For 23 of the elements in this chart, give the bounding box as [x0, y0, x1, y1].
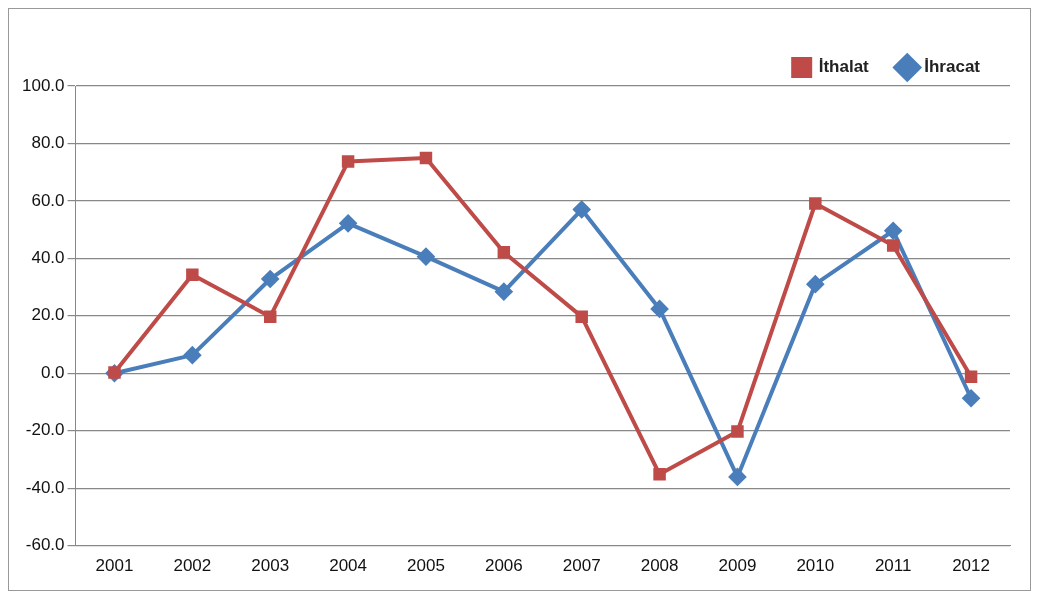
- x-tick-label: 2005: [407, 556, 445, 576]
- y-tick-label: 100.0: [21, 75, 65, 95]
- x-tick-label: 2003: [251, 556, 290, 576]
- legend-label: İhracat: [924, 57, 981, 77]
- x-tick-label: 2002: [173, 556, 212, 576]
- y-tick-label: 20.0: [31, 305, 65, 325]
- y-tick-label: 60.0: [31, 190, 65, 210]
- y-tick-label: -60.0: [25, 535, 65, 555]
- x-tick-label: 2004: [329, 556, 368, 576]
- y-tick-label: 80.0: [31, 133, 65, 153]
- y-tick-label: -20.0: [25, 420, 65, 440]
- x-tick-label: 2006: [484, 556, 523, 576]
- x-tick-label: 2009: [718, 556, 757, 576]
- x-tick-label: 2001: [95, 556, 134, 576]
- x-tick-label: 2008: [640, 556, 679, 576]
- y-tick-label: -40.0: [25, 477, 65, 497]
- x-tick-label: 2007: [562, 556, 601, 576]
- y-tick-label: 0.0: [40, 362, 65, 382]
- legend-label: İthalat: [818, 57, 870, 77]
- y-tick-label: 40.0: [31, 248, 65, 268]
- x-tick-label: 2011: [874, 556, 912, 576]
- x-tick-label: 2010: [796, 556, 835, 576]
- x-tick-label: 2012: [952, 556, 990, 576]
